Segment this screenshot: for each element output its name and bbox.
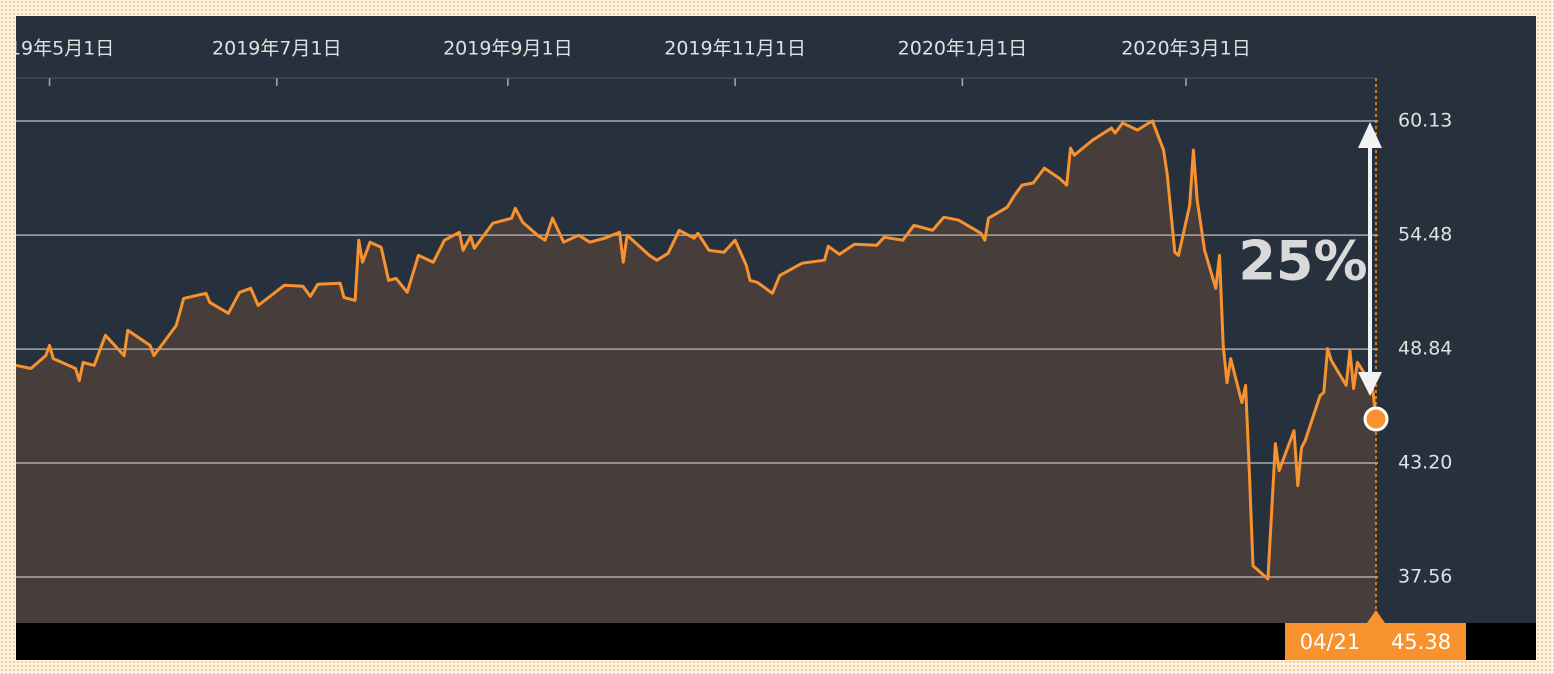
annotation: 25% [1238,230,1367,293]
plot: 37.56 43.20 48.84 54.48 60.13 2019年5月1日 2019年7… [0,38,1452,623]
arrow-head-down [1358,372,1382,396]
x-tick-label: 2019年9月1日 [443,38,573,60]
x-tick-label: 2019年11月1日 [664,38,806,60]
y-tick-label: 60.13 [1398,110,1452,132]
bottom-strip [16,623,1536,660]
last-date: 04/21 [1300,630,1361,654]
arrow-head-up [1358,122,1382,148]
y-tick-label: 54.48 [1398,224,1452,246]
last-point [1363,406,1389,432]
price-line [16,119,1378,581]
x-tick-label: 2020年3月1日 [1121,38,1251,60]
y-tick-label: 48.84 [1398,338,1452,360]
x-tick-label: 2019年7月1日 [212,38,342,60]
last-label-pointer [1367,610,1385,623]
x-tick-label: 2020年1月1日 [898,38,1028,60]
area [16,121,1376,623]
x-tick-label: 2019年5月1日 [0,38,114,60]
last-value: 45.38 [1391,630,1451,654]
y-tick-label: 37.56 [1398,565,1452,587]
y-tick-label: 43.20 [1398,452,1452,474]
last-label-box [1285,623,1466,660]
